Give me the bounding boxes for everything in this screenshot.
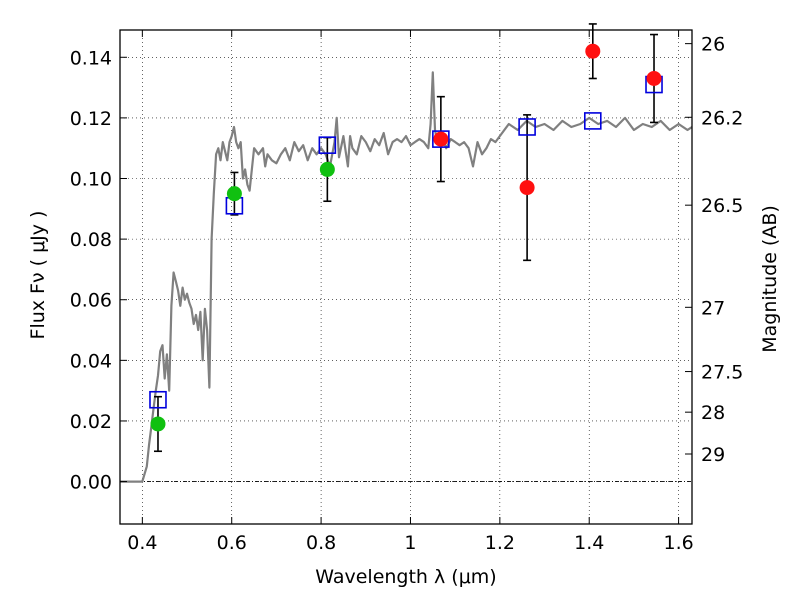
- right-tick-label: 26.2: [701, 107, 743, 129]
- x-tick-label: 1.4: [574, 532, 604, 554]
- x-tick-label: 0.6: [217, 532, 247, 554]
- y-tick-label: 0.06: [70, 290, 112, 312]
- right-tick-label: 27: [701, 297, 725, 319]
- red-data-point: [519, 180, 535, 196]
- y-tick-label: 0.08: [70, 229, 112, 251]
- model-square-marker: [518, 118, 536, 136]
- model-spectrum-line: [120, 71, 693, 483]
- right-tick-label: 28: [701, 402, 725, 424]
- x-axis-title: Wavelength λ (μm): [315, 566, 496, 588]
- right-tick-label: 26: [701, 34, 725, 56]
- green-data-point: [226, 186, 242, 202]
- x-tick-label: 1: [404, 532, 416, 554]
- model-square-marker: [149, 390, 167, 409]
- axis-ticks: [120, 30, 692, 524]
- red-data-points: [433, 43, 662, 196]
- model-square-marker: [583, 112, 602, 130]
- tick-labels: 0.4 0.6 0.8 1 1.2 1.4 1.6 0.00 0.02 0.04 0.06 0.08 0…: [70, 34, 744, 554]
- y-tick-label: 0.04: [70, 350, 112, 372]
- y-tick-label: 0.10: [70, 169, 112, 191]
- green-data-points: [150, 161, 335, 432]
- error-bars: [153, 23, 659, 453]
- model-square-marker: [432, 130, 450, 148]
- x-tick-label: 1.2: [485, 532, 515, 554]
- y-axis-title: Flux Fν ( μJy ): [27, 211, 49, 340]
- red-data-point: [433, 131, 449, 147]
- x-tick-label: 1.6: [663, 532, 693, 554]
- grid: [120, 30, 692, 524]
- model-photometry-squares: [149, 75, 663, 409]
- y-tick-label: 0.12: [70, 108, 112, 130]
- model-square-marker: [318, 136, 337, 154]
- green-data-point: [150, 416, 166, 432]
- right-tick-label: 26.5: [701, 195, 743, 217]
- plot-frame: [119, 29, 693, 525]
- x-tick-label: 0.8: [306, 532, 336, 554]
- y-tick-label: 0.14: [70, 47, 112, 69]
- x-tick-label: 0.4: [127, 532, 157, 554]
- right-axis-title: Magnitude (AB): [759, 205, 781, 353]
- right-tick-label: 29: [701, 444, 725, 466]
- red-data-point: [585, 43, 601, 59]
- right-tick-label: 27.5: [701, 362, 743, 384]
- y-tick-label: 0.00: [70, 472, 112, 494]
- red-data-point: [646, 70, 662, 86]
- green-data-point: [319, 161, 335, 177]
- y-tick-label: 0.02: [70, 411, 112, 433]
